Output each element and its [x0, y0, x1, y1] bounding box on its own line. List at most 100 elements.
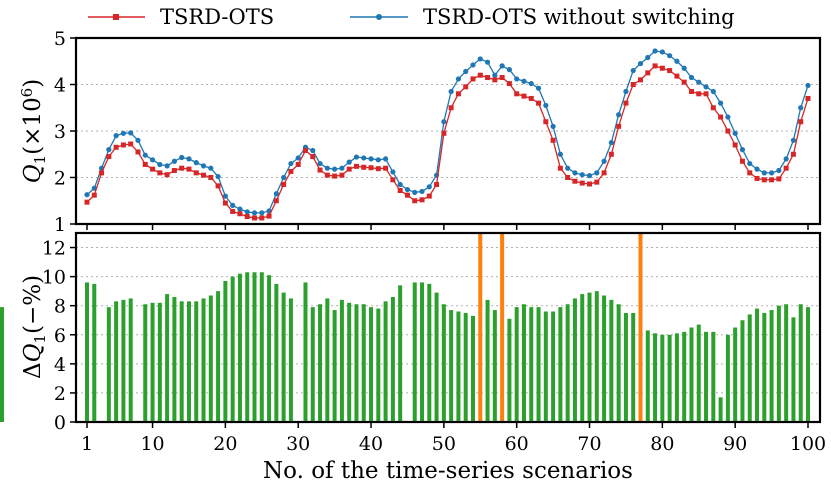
bar: [434, 292, 439, 422]
bar: [623, 312, 628, 422]
data-point: [332, 166, 338, 172]
data-point: [732, 130, 738, 136]
data-point: [222, 200, 228, 206]
data-point: [667, 68, 673, 74]
data-point: [259, 215, 265, 221]
bar: [237, 273, 242, 422]
bar: [492, 310, 497, 422]
data-point: [688, 88, 694, 94]
data-point: [368, 156, 374, 162]
data-point: [725, 128, 731, 134]
data-point: [514, 91, 520, 97]
data-point: [419, 197, 425, 203]
bar: [543, 311, 548, 422]
data-point: [230, 202, 236, 208]
bar: [412, 282, 417, 422]
data-point: [397, 188, 403, 194]
bottom-x-ticks: 1 10 20 30 40 50 60 70 80 90 100: [81, 422, 826, 455]
data-point: [179, 154, 185, 161]
series-line: [86, 50, 809, 214]
data-point: [667, 53, 673, 59]
data-point: [120, 142, 126, 148]
top-x-ticks: [86, 224, 809, 230]
bar: [755, 308, 760, 422]
y-tick-label: 4: [54, 75, 66, 97]
bar: [245, 272, 250, 422]
data-point: [332, 173, 338, 179]
data-point: [244, 209, 250, 215]
data-point: [404, 186, 411, 193]
data-point: [84, 192, 90, 198]
bar: [805, 307, 811, 422]
data-point: [368, 165, 374, 171]
data-point: [448, 105, 454, 111]
data-point: [572, 170, 578, 176]
data-point: [594, 179, 600, 185]
data-point: [514, 76, 520, 82]
bar: [784, 304, 789, 422]
data-point: [171, 158, 177, 164]
data-point: [536, 100, 542, 106]
data-point: [149, 157, 156, 163]
data-point: [113, 133, 119, 139]
data-point: [434, 181, 440, 187]
data-point: [630, 82, 636, 87]
data-point: [339, 165, 345, 171]
bar: [704, 331, 709, 422]
data-point: [142, 161, 148, 167]
data-point: [361, 155, 367, 161]
data-point: [281, 174, 287, 181]
data-point: [215, 183, 221, 189]
bar: [157, 302, 162, 422]
data-point: [208, 175, 214, 180]
data-point: [521, 78, 527, 84]
data-point: [150, 166, 156, 172]
data-point: [120, 130, 127, 136]
y-tick-label: 1: [54, 214, 66, 236]
data-point: [128, 141, 134, 147]
bar: [106, 307, 111, 422]
data-point: [499, 63, 505, 69]
data-point: [688, 74, 695, 81]
bar: [281, 292, 286, 422]
bar-switch: [500, 233, 505, 422]
top-series: [84, 48, 811, 221]
data-point: [543, 102, 549, 109]
bottom-axes-frame: [74, 231, 822, 424]
bar: [128, 298, 133, 422]
data-point: [616, 112, 622, 118]
data-point: [543, 119, 549, 125]
data-point: [798, 105, 804, 111]
data-point: [390, 169, 396, 175]
data-point: [259, 210, 265, 216]
bar: [551, 311, 556, 422]
bar: [631, 312, 636, 422]
bar: [208, 295, 213, 422]
data-point: [346, 166, 352, 172]
data-point: [747, 170, 753, 176]
data-point: [419, 188, 425, 195]
data-point: [492, 72, 498, 78]
bar: [303, 282, 308, 422]
bar: [674, 333, 679, 422]
bottom-y-ticks: 0 2 4 6 8 10 12: [42, 238, 76, 434]
data-point: [193, 160, 199, 166]
bar-switch: [478, 233, 483, 422]
data-point: [353, 163, 359, 169]
data-point: [630, 67, 636, 74]
y-tick-label: 2: [54, 383, 66, 405]
data-point: [761, 177, 767, 183]
data-point: [302, 148, 308, 154]
bar: [580, 294, 585, 422]
y-tick-label: 6: [54, 325, 66, 347]
data-point: [252, 215, 258, 221]
data-point: [441, 130, 447, 136]
data-point: [550, 137, 556, 143]
x-axis-label: No. of the time-series scenarios: [263, 458, 633, 484]
data-point: [135, 137, 141, 143]
bar: [361, 304, 366, 422]
data-point: [441, 119, 447, 125]
data-point: [142, 152, 148, 158]
data-point: [164, 163, 170, 169]
